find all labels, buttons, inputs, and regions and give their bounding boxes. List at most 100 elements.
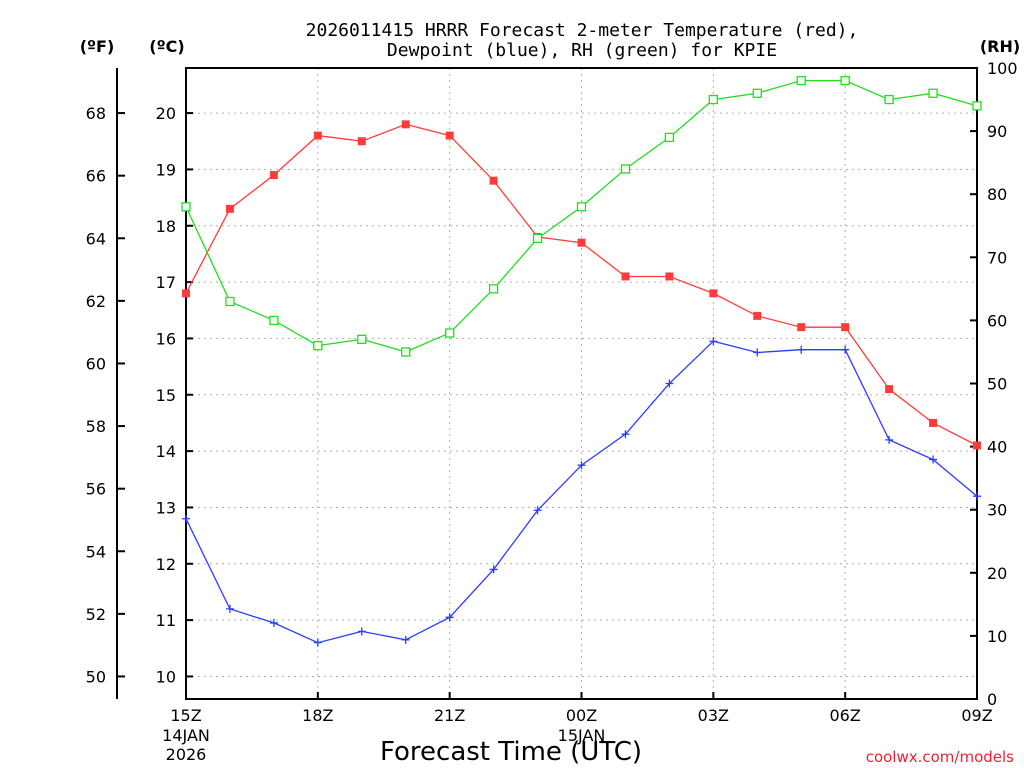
rh-tick-label: 10 [987, 627, 1007, 646]
dewpoint-point [225, 604, 234, 613]
dewpoint-point [401, 635, 410, 644]
celsius-tick-label: 14 [156, 442, 176, 461]
rh-tick-label: 100 [987, 59, 1018, 78]
rh-tick-label: 60 [987, 311, 1007, 330]
dewpoint-point [885, 435, 894, 444]
temperature-point [797, 323, 806, 332]
rh-point [664, 132, 675, 143]
fahrenheit-tick-label: 54 [86, 542, 106, 561]
fahrenheit-unit-label: (ºF) [80, 37, 115, 56]
celsius-tick-label: 10 [156, 667, 176, 686]
dewpoint-point [929, 455, 938, 464]
rh-tick-label: 30 [987, 501, 1007, 520]
rh-point [708, 94, 718, 105]
x-tick-label: 15Z [170, 706, 201, 725]
temperature-point [621, 272, 630, 281]
fahrenheit-tick-label: 52 [86, 605, 106, 624]
rh-point [488, 284, 499, 294]
temperature-point [577, 238, 586, 247]
rh-point [269, 315, 279, 326]
x-tick-sublabel: 15JAN [558, 726, 606, 745]
rh-point [576, 202, 587, 212]
dewpoint-point [709, 337, 718, 346]
rh-point [884, 94, 894, 105]
x-tick-label: 21Z [434, 706, 465, 725]
temperature-point [445, 131, 454, 140]
rh-tick-label: 90 [987, 122, 1007, 141]
x-axis-label: Forecast Time (UTC) [380, 737, 642, 767]
dewpoint-point [621, 430, 630, 439]
x-tick-label: 18Z [302, 706, 333, 725]
fahrenheit-tick-label: 60 [86, 354, 106, 373]
dewpoint-point [269, 618, 278, 627]
rh-point [313, 340, 323, 351]
temperature-point [973, 441, 981, 450]
dewpoint-point [445, 613, 454, 622]
celsius-tick-label: 15 [156, 386, 176, 405]
rh-unit-label: (RH) [980, 37, 1020, 56]
x-tick-sublabel: 14JAN [162, 726, 210, 745]
dewpoint-point [489, 565, 498, 574]
rh-tick-label: 70 [987, 248, 1007, 267]
rh-point [928, 88, 938, 98]
rh-point [752, 88, 762, 98]
rh-tick-label: 20 [987, 564, 1007, 583]
fahrenheit-tick-label: 66 [86, 167, 106, 186]
fahrenheit-tick-label: 62 [86, 292, 106, 311]
rh-point [620, 164, 631, 174]
rh-point [445, 328, 455, 338]
temperature-point [929, 418, 938, 427]
chart-title-line2: Dewpoint (blue), RH (green) for KPIE [387, 40, 777, 61]
temperature-point [489, 176, 498, 185]
rh-point [532, 233, 543, 244]
fahrenheit-tick-label: 50 [86, 667, 106, 686]
temperature-point [357, 137, 366, 146]
fahrenheit-tick-label: 56 [86, 480, 106, 499]
celsius-tick-label: 18 [156, 217, 176, 236]
celsius-tick-label: 12 [156, 555, 176, 574]
dewpoint-point [313, 638, 322, 647]
celsius-tick-label: 20 [156, 104, 176, 123]
rh-tick-label: 0 [987, 690, 997, 709]
fahrenheit-tick-label: 64 [86, 229, 106, 248]
rh-point [225, 296, 235, 307]
temperature-point [313, 131, 322, 140]
dewpoint-point [182, 514, 190, 523]
rh-point [181, 202, 191, 212]
temperature-point [885, 385, 894, 394]
rh-point [357, 334, 367, 344]
data-series [181, 75, 982, 647]
temperature-point [269, 171, 278, 180]
chart-title-line1: 2026011415 HRRR Forecast 2-meter Tempera… [306, 20, 859, 41]
dewpoint-point [973, 492, 981, 501]
rh-tick-label: 50 [987, 375, 1007, 394]
temperature-point [225, 204, 234, 213]
celsius-tick-label: 17 [156, 273, 176, 292]
temperature-point [841, 323, 850, 332]
rh-point [840, 75, 850, 86]
celsius-tick-label: 13 [156, 498, 176, 517]
x-tick-label: 00Z [566, 706, 597, 725]
fahrenheit-tick-label: 68 [86, 104, 106, 123]
rh-point [401, 347, 411, 357]
grid-lines [186, 68, 977, 699]
temperature-point [401, 120, 410, 129]
temperature-point [665, 272, 674, 281]
rh-line [185, 79, 978, 353]
plot-frame [185, 67, 978, 700]
dewpoint-point [533, 506, 542, 515]
rh-point [796, 75, 806, 86]
dewpoint-point [357, 627, 366, 636]
x-tick-label: 03Z [698, 706, 729, 725]
dewpoint-point [797, 345, 806, 354]
dewpoint-point [665, 379, 674, 388]
celsius-tick-label: 19 [156, 160, 176, 179]
celsius-tick-label: 16 [156, 329, 176, 348]
credit-text: coolwx.com/models [866, 748, 1014, 766]
celsius-tick-label: 11 [156, 611, 176, 630]
rh-point [972, 101, 982, 111]
x-tick-sublabel: 2026 [166, 745, 207, 764]
rh-tick-label: 40 [987, 438, 1007, 457]
